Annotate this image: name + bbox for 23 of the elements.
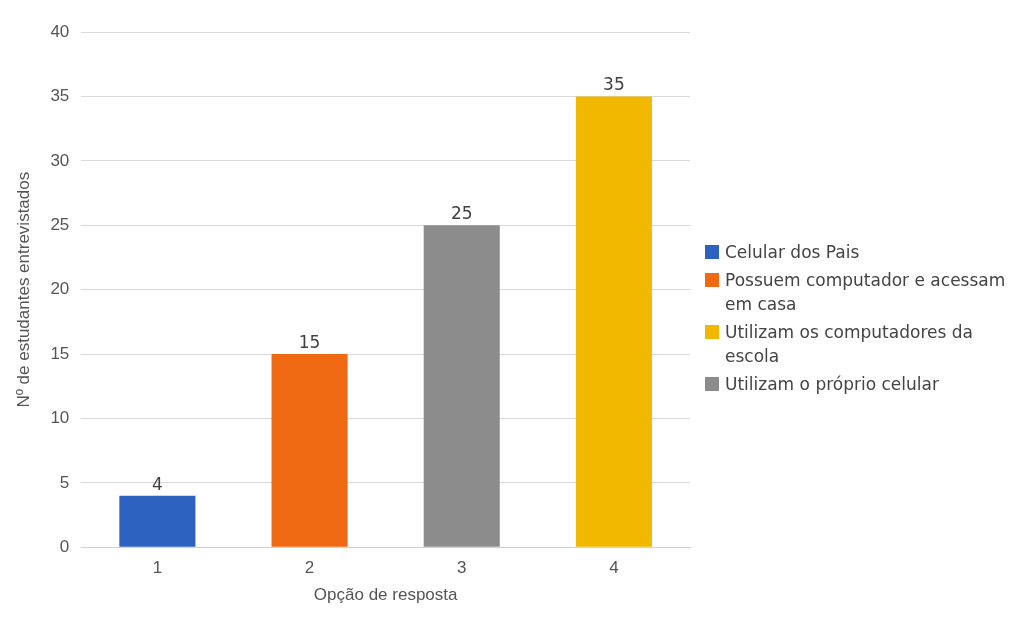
y-axis-title: Nº de estudantes entrevistados bbox=[13, 171, 33, 408]
y-tick-label: 25 bbox=[50, 215, 70, 235]
y-tick-label: 15 bbox=[50, 343, 70, 363]
data-label: 35 bbox=[603, 74, 625, 95]
data-label: 15 bbox=[298, 332, 321, 352]
x-axis-title: Opção de resposta bbox=[313, 585, 459, 605]
data-label: 4 bbox=[151, 473, 163, 494]
y-tick-label: 0 bbox=[59, 536, 70, 556]
y-tick-label: 40 bbox=[50, 21, 70, 41]
x-tick-label: 3 bbox=[457, 558, 467, 578]
y-tick-label: 5 bbox=[59, 472, 70, 492]
y-tick-label: 30 bbox=[50, 150, 70, 170]
legend-label: Utilizam o próprio celular bbox=[725, 373, 939, 396]
data-label: 25 bbox=[450, 203, 473, 224]
legend-label: Celular dos Pais bbox=[725, 241, 860, 264]
x-tick-label: 2 bbox=[304, 558, 315, 578]
legend-label: Possuem computador e acessam em casa bbox=[725, 269, 1007, 316]
y-tick-label: 35 bbox=[50, 86, 70, 106]
x-tick-label: 4 bbox=[609, 558, 619, 578]
y-tick-label: 10 bbox=[50, 408, 70, 428]
x-tick-label: 1 bbox=[152, 558, 163, 578]
legend-label: Utilizam os computadores da escola bbox=[725, 321, 974, 368]
y-tick-label: 20 bbox=[50, 279, 70, 299]
